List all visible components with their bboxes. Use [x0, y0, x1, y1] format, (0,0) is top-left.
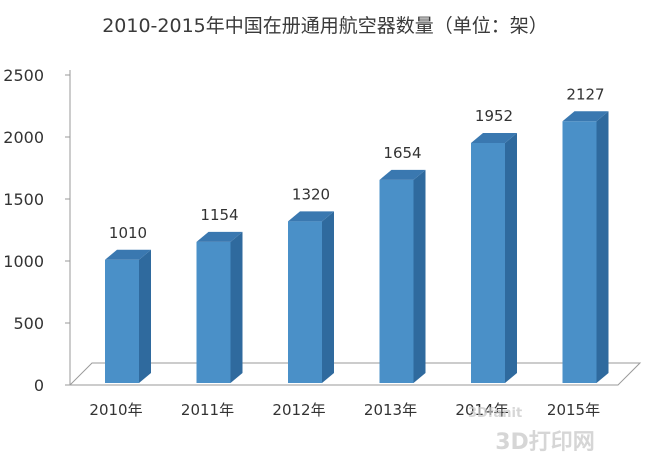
- bar-side-face: [230, 231, 243, 383]
- y-tick-label: 1000: [3, 252, 44, 271]
- bar: [288, 211, 334, 383]
- bar-side-face: [139, 249, 151, 383]
- bar: [379, 169, 426, 383]
- chart-floor: [68, 362, 642, 386]
- bar: [471, 132, 517, 383]
- bar-side-face: [413, 169, 426, 383]
- bar-value-label: 1154: [200, 206, 238, 224]
- bar-value-label: 1952: [475, 107, 513, 125]
- bar-front-face: [288, 221, 322, 383]
- bar-top-face: [379, 169, 426, 180]
- bar-top-face: [105, 249, 151, 260]
- chart-title: 2010-2015年中国在册通用航空器数量（单位：架）: [102, 15, 548, 37]
- bar-value-label: 2127: [566, 85, 604, 103]
- bar: [562, 111, 609, 383]
- y-tick-label: 2500: [3, 66, 44, 85]
- y-tick-label: 1500: [3, 190, 44, 209]
- bar-value-label: 1320: [292, 185, 330, 203]
- bar-top-face: [562, 111, 609, 122]
- bar-front-face: [379, 179, 414, 383]
- watermark-small-text: 3Dfanit: [468, 406, 522, 421]
- x-tick-label: 2011年: [181, 401, 234, 419]
- bar-front-face: [562, 121, 597, 383]
- bar-value-label: 1010: [109, 224, 147, 242]
- bar: [105, 249, 151, 383]
- x-tick-label: 2010年: [89, 401, 142, 419]
- y-tick-label: 2000: [3, 128, 44, 147]
- y-tick-label: 0: [34, 376, 44, 395]
- bar-side-face: [596, 111, 609, 383]
- x-tick-label: 2013年: [364, 401, 417, 419]
- bar-value-label: 1654: [383, 144, 421, 162]
- bar-top-face: [471, 132, 517, 143]
- bar-side-face: [322, 211, 334, 383]
- x-tick-label: 2014年: [455, 401, 508, 419]
- bar-top-face: [288, 211, 334, 222]
- x-tick-label: 2015年: [547, 401, 600, 419]
- bar-front-face: [471, 142, 505, 383]
- bar: [196, 231, 243, 383]
- watermark-text: 3D打印网: [495, 430, 595, 455]
- bar-front-face: [105, 259, 139, 383]
- bar-side-face: [505, 132, 517, 383]
- y-tick-label: 500: [13, 314, 44, 333]
- bar-top-face: [196, 231, 243, 242]
- x-tick-label: 2012年: [272, 401, 325, 419]
- bar-front-face: [196, 241, 231, 383]
